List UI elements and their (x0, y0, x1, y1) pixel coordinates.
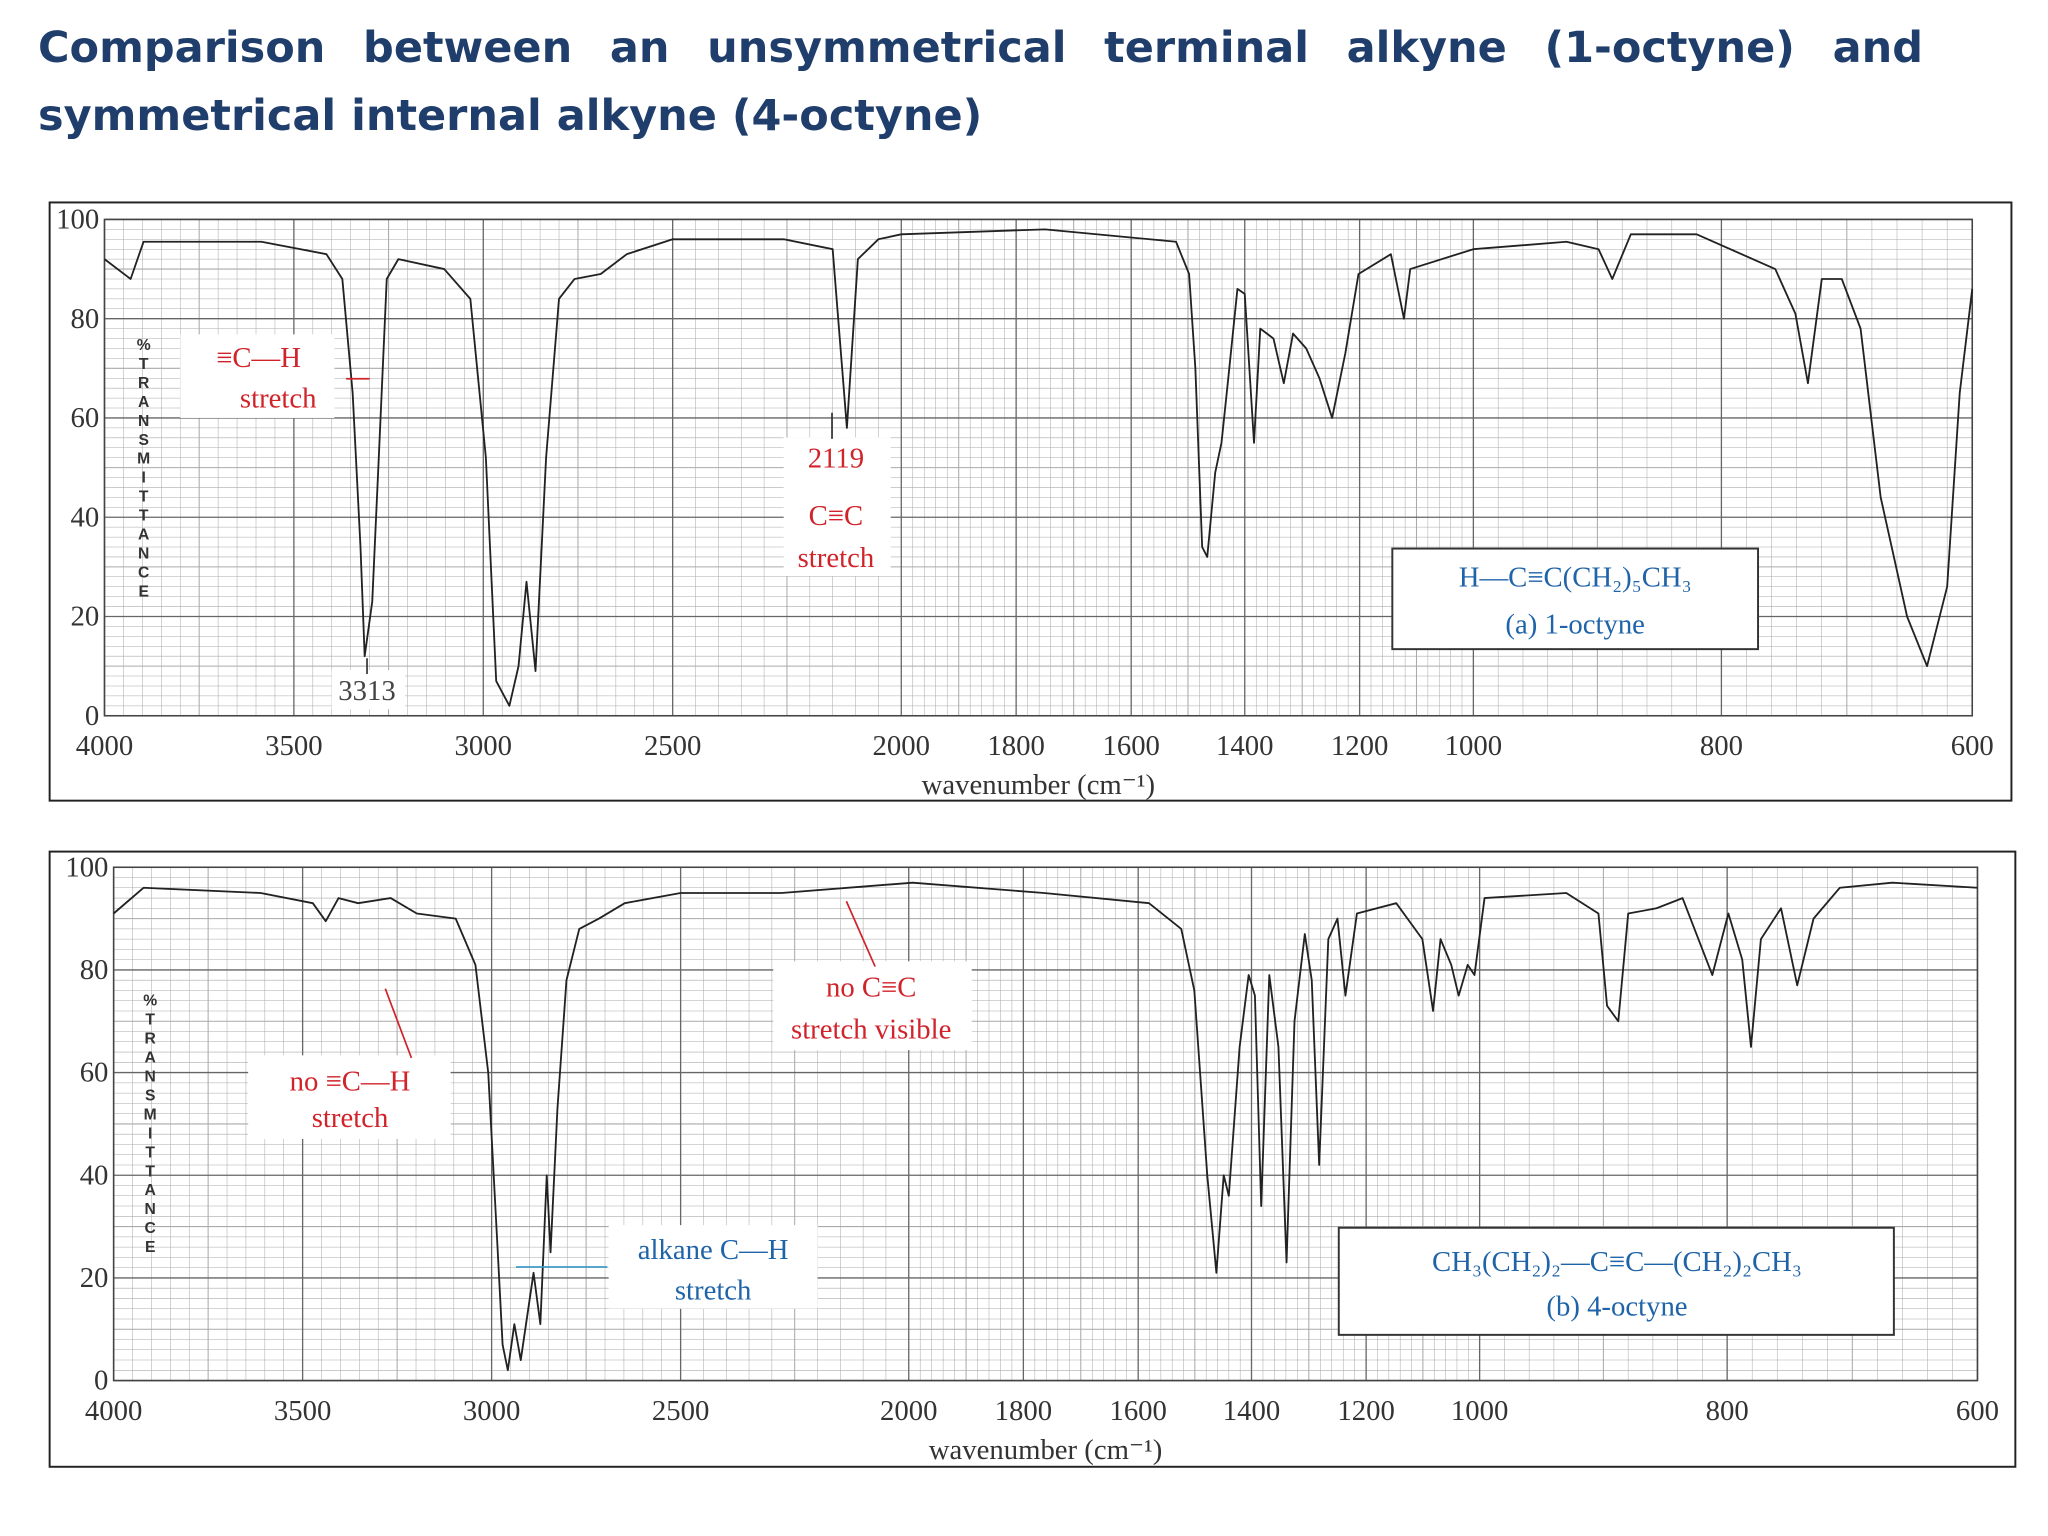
x-axis-label: wavenumber (cm⁻¹) (922, 769, 1155, 801)
x-tick-label: 600 (1951, 730, 1994, 762)
x-tick-label: 3000 (463, 1395, 520, 1427)
x-tick-label: 800 (1706, 1395, 1749, 1427)
x-tick-label: 3500 (274, 1395, 331, 1427)
x-tick-label: 3500 (265, 730, 322, 762)
x-tick-label: 1400 (1223, 1395, 1280, 1427)
x-tick-label: 600 (1956, 1395, 1999, 1427)
annotation: ≡C—H (216, 342, 301, 374)
y-axis-label: %TRANSMITTANCE (142, 993, 159, 1258)
x-tick-label: 1800 (995, 1395, 1052, 1427)
annotation: CH₃(CH₂)₂—C≡C—(CH₂)₂CH₃ (1432, 1246, 1802, 1278)
x-tick-label: 2500 (652, 1395, 709, 1427)
x-tick-label: 2000 (873, 730, 930, 762)
annotation: stretch (798, 542, 875, 574)
x-tick-label: 3000 (455, 730, 512, 762)
annotation: H—C≡C(CH₂)₅CH₃ (1459, 561, 1692, 593)
annotation: (a) 1-octyne (1505, 608, 1645, 640)
label-background (331, 670, 405, 710)
y-axis-label: %TRANSMITTANCE (135, 337, 152, 602)
pointer-line (384, 988, 413, 1059)
y-tick-label: 0 (94, 1365, 108, 1397)
plot-border (112, 866, 1979, 1382)
annotation: stretch (240, 383, 317, 415)
x-tick-label: 1600 (1109, 1395, 1166, 1427)
x-tick-label: 2500 (644, 730, 701, 762)
y-tick-label: 0 (85, 700, 99, 732)
frame (48, 850, 2017, 1468)
x-tick-label: 4000 (85, 1395, 142, 1427)
annotation: stretch (675, 1275, 752, 1307)
y-tick-label: 100 (56, 204, 99, 236)
y-tick-label: 20 (80, 1262, 109, 1294)
x-tick-label: 1000 (1445, 730, 1502, 762)
compound-box (1391, 547, 1760, 651)
y-tick-label: 100 (65, 851, 108, 883)
annotation: stretch visible (791, 1013, 951, 1045)
label-background (608, 1225, 818, 1309)
y-tick-label: 80 (80, 954, 109, 986)
spectrum-line (103, 228, 1974, 707)
y-tick-label: 20 (71, 601, 100, 633)
annotation: (b) 4-octyne (1546, 1290, 1687, 1322)
compound-box (1337, 1226, 1895, 1336)
y-tick-label: 80 (71, 303, 100, 335)
label-background (180, 334, 335, 418)
label-background (783, 437, 891, 576)
y-tick-label: 60 (71, 402, 100, 434)
x-tick-label: 1600 (1102, 730, 1159, 762)
x-tick-label: 800 (1700, 730, 1743, 762)
annotation: no ≡C—H (290, 1066, 411, 1098)
plot-border (103, 218, 1974, 717)
annotation: no C≡C (826, 972, 916, 1004)
annotation: alkane C—H (638, 1234, 789, 1266)
y-tick-label: 40 (71, 501, 100, 533)
y-tick-label: 40 (80, 1159, 109, 1191)
spectrum-line (113, 881, 1978, 1372)
x-tick-label: 1200 (1337, 1395, 1394, 1427)
x-tick-label: 1400 (1216, 730, 1273, 762)
x-tick-label: 1000 (1451, 1395, 1508, 1427)
slide-title: Comparison between an unsymmetrical term… (38, 23, 1923, 141)
annotation: C≡C (809, 500, 864, 532)
x-axis-label: wavenumber (cm⁻¹) (929, 1434, 1162, 1466)
x-tick-label: 1200 (1331, 730, 1388, 762)
pointer-line (845, 900, 876, 967)
annotation: 3313 (338, 675, 395, 707)
x-tick-label: 4000 (76, 730, 133, 762)
y-tick-label: 60 (80, 1057, 109, 1089)
annotation: 2119 (808, 443, 864, 475)
annotation: stretch (312, 1102, 389, 1134)
label-background (248, 1055, 451, 1139)
label-background (773, 961, 972, 1051)
x-tick-label: 2000 (880, 1395, 937, 1427)
x-tick-label: 1800 (987, 730, 1044, 762)
